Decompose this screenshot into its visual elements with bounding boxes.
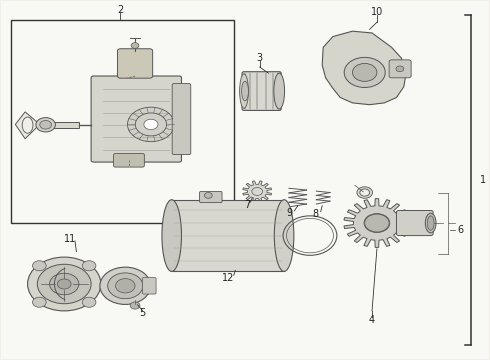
Circle shape: [396, 66, 404, 72]
Circle shape: [130, 302, 140, 309]
Ellipse shape: [427, 216, 434, 230]
Circle shape: [108, 273, 143, 299]
Text: 10: 10: [371, 7, 383, 17]
FancyBboxPatch shape: [118, 49, 153, 78]
Ellipse shape: [242, 81, 248, 101]
Circle shape: [32, 297, 46, 307]
Circle shape: [360, 189, 369, 196]
Text: 1: 1: [480, 175, 487, 185]
FancyBboxPatch shape: [396, 211, 433, 235]
Circle shape: [135, 113, 167, 136]
Ellipse shape: [274, 200, 294, 271]
Ellipse shape: [274, 73, 285, 109]
Text: 11: 11: [64, 234, 76, 244]
Polygon shape: [15, 112, 40, 139]
Bar: [172, 200, 284, 271]
Circle shape: [40, 121, 51, 129]
Circle shape: [49, 273, 79, 295]
FancyBboxPatch shape: [199, 192, 222, 203]
Circle shape: [352, 63, 377, 81]
Circle shape: [252, 188, 263, 195]
Bar: [11, 21, 234, 223]
Text: 5: 5: [139, 309, 146, 318]
Ellipse shape: [425, 213, 436, 233]
FancyBboxPatch shape: [242, 72, 281, 111]
Circle shape: [365, 214, 389, 232]
Circle shape: [82, 261, 96, 271]
FancyBboxPatch shape: [143, 278, 156, 294]
FancyBboxPatch shape: [114, 153, 145, 167]
Circle shape: [27, 257, 101, 311]
Ellipse shape: [240, 74, 248, 108]
Circle shape: [36, 118, 55, 132]
FancyBboxPatch shape: [91, 76, 181, 162]
Circle shape: [116, 279, 135, 293]
Circle shape: [100, 267, 151, 305]
Circle shape: [364, 213, 390, 233]
Text: 6: 6: [457, 225, 463, 235]
Text: 2: 2: [117, 5, 123, 15]
Text: 3: 3: [257, 53, 263, 63]
Circle shape: [144, 119, 158, 130]
Text: 8: 8: [313, 209, 319, 219]
Circle shape: [57, 279, 71, 289]
FancyBboxPatch shape: [172, 84, 191, 154]
FancyBboxPatch shape: [389, 60, 411, 78]
Circle shape: [37, 264, 91, 304]
Polygon shape: [243, 181, 271, 202]
Text: 4: 4: [369, 315, 375, 325]
Bar: [45, 122, 79, 128]
Text: 7: 7: [245, 200, 250, 210]
Polygon shape: [344, 199, 410, 247]
Circle shape: [344, 57, 385, 87]
Circle shape: [32, 261, 46, 271]
Polygon shape: [322, 31, 406, 105]
Text: 12: 12: [221, 273, 234, 283]
Circle shape: [357, 187, 372, 198]
Ellipse shape: [162, 200, 181, 271]
Circle shape: [82, 297, 96, 307]
Circle shape: [127, 107, 174, 141]
Ellipse shape: [22, 117, 33, 133]
Circle shape: [131, 42, 139, 48]
Circle shape: [204, 193, 212, 198]
Text: 9: 9: [286, 208, 293, 218]
